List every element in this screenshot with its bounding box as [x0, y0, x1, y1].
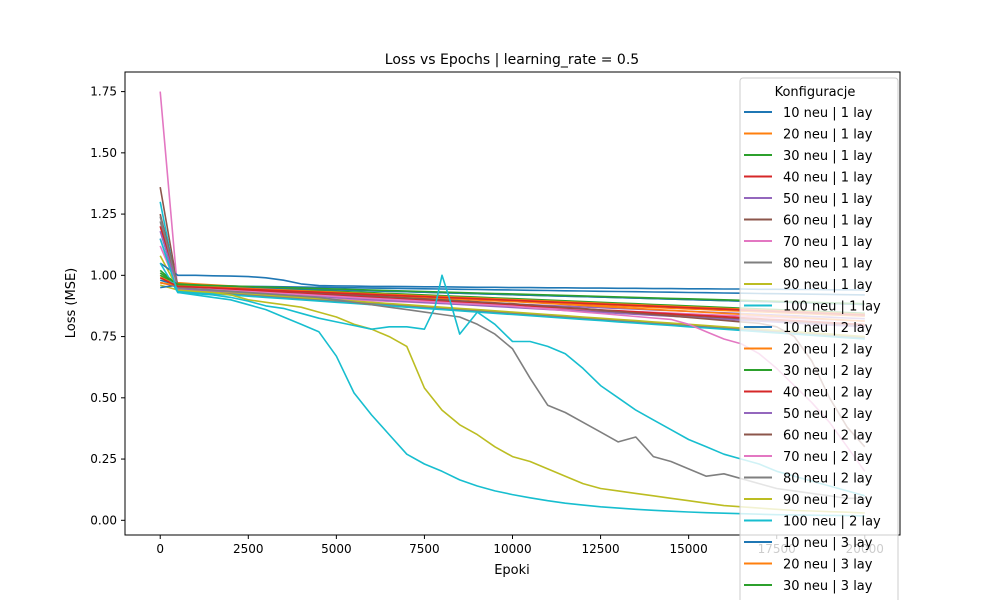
legend-title: Konfiguracje — [775, 85, 856, 100]
legend-entry-label: 20 neu | 3 lay — [783, 558, 873, 573]
legend-entry-label: 30 neu | 3 lay — [783, 579, 873, 594]
legend-entry-label: 30 neu | 2 lay — [783, 364, 873, 379]
legend-entry-label: 80 neu | 1 lay — [783, 257, 873, 272]
legend-entry-label: 50 neu | 2 lay — [783, 407, 873, 422]
y-tick-label: 1.00 — [90, 268, 117, 282]
y-tick-label: 0.75 — [90, 330, 117, 344]
legend-entry-label: 10 neu | 1 lay — [783, 106, 873, 121]
legend-entry-label: 20 neu | 2 lay — [783, 343, 873, 358]
legend-entry-label: 70 neu | 1 lay — [783, 235, 873, 250]
legend-entry-label: 10 neu | 2 lay — [783, 321, 873, 336]
x-tick-label: 2500 — [233, 542, 264, 556]
y-axis: 0.00 0.25 0.50 0.75 1.00 1.25 1.50 1.75 — [90, 85, 125, 527]
x-tick-label: 15000 — [670, 542, 708, 556]
x-tick-label: 12500 — [581, 542, 619, 556]
y-tick-label: 0.50 — [90, 391, 117, 405]
legend-entry-label: 60 neu | 2 lay — [783, 429, 873, 444]
legend-entry-label: 70 neu | 2 lay — [783, 450, 873, 465]
y-axis-label: Loss (MSE) — [64, 268, 79, 338]
legend-box — [739, 77, 899, 600]
chart-title: Loss vs Epochs | learning_rate = 0.5 — [385, 52, 639, 68]
legend-entry-label: 60 neu | 1 lay — [783, 214, 873, 229]
y-tick-label: 1.50 — [90, 146, 117, 160]
legend-entry-label: 30 neu | 1 lay — [783, 149, 873, 164]
legend-entry-label: 90 neu | 2 lay — [783, 493, 873, 508]
legend-entry-label: 50 neu | 1 lay — [783, 192, 873, 207]
legend-entry-label: 20 neu | 1 lay — [783, 128, 873, 143]
x-tick-label: 7500 — [409, 542, 440, 556]
y-tick-label: 1.75 — [90, 85, 117, 99]
legend-entry-label: 100 neu | 1 lay — [783, 300, 881, 315]
legend-entry-label: 10 neu | 3 lay — [783, 536, 873, 551]
legend-entry-label: 40 neu | 2 lay — [783, 386, 873, 401]
x-tick-label: 5000 — [321, 542, 352, 556]
legend-entry-label: 100 neu | 2 lay — [783, 515, 881, 530]
legend: Konfiguracje 10 neu | 1 lay 20 neu | 1 lay… — [739, 77, 899, 600]
x-tick-label: 0 — [156, 542, 164, 556]
legend-entry-label: 40 neu | 1 lay — [783, 171, 873, 186]
x-tick-label: 10000 — [493, 542, 531, 556]
y-tick-label: 0.00 — [90, 513, 117, 527]
y-tick-label: 0.25 — [90, 452, 117, 466]
x-axis-label: Epoki — [494, 563, 530, 578]
y-tick-label: 1.25 — [90, 207, 117, 221]
legend-entry-label: 90 neu | 1 lay — [783, 278, 873, 293]
legend-entry-label: 80 neu | 2 lay — [783, 472, 873, 487]
